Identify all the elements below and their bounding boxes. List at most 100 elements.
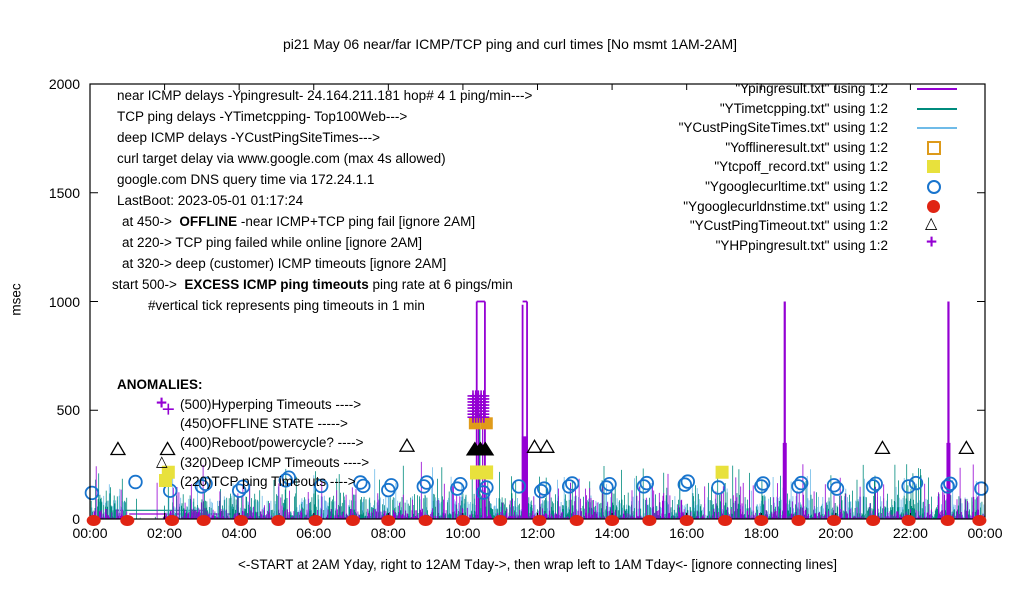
x-tick-label: 00:00 xyxy=(72,525,108,541)
legend-label: "YCustPingTimeout.txt" using 1:2 xyxy=(689,218,888,234)
dns-time-dot xyxy=(308,515,323,526)
dns-time-dot xyxy=(679,515,694,526)
curl-time-circle xyxy=(84,485,100,501)
curl-time-circle xyxy=(416,479,432,494)
x-tick-label: 22:00 xyxy=(892,525,928,541)
annotation-line: at 220-> TCP ping failed while online [i… xyxy=(122,235,423,250)
curl-time-circle xyxy=(636,479,652,494)
hyperping-plus xyxy=(162,403,174,415)
legend-label: "Ytcpoff_record.txt" using 1:2 xyxy=(714,159,888,175)
curl-time-circle xyxy=(755,476,771,491)
anomaly-label: (500)Hyperping Timeouts ----> xyxy=(180,397,362,412)
curl-time-circle xyxy=(565,476,580,491)
anomalies-heading: ANOMALIES: xyxy=(117,377,203,392)
dns-time-dot xyxy=(754,515,769,526)
curl-time-circle xyxy=(940,479,955,494)
y-tick-label: 0 xyxy=(72,511,80,527)
curl-time-circle xyxy=(128,474,143,490)
hyperping-plus xyxy=(478,390,490,402)
legend-label: "Ygooglecurldnstime.txt" using 1:2 xyxy=(683,198,888,214)
tcpoff-square xyxy=(715,465,729,479)
deep-timeout-triangle xyxy=(159,441,176,456)
legend-row: "YHPpingresult.txt" using 1:2 + xyxy=(0,231,1000,255)
curl-time-circle xyxy=(534,484,549,499)
dns-time-dot xyxy=(234,515,248,526)
curl-time-circle xyxy=(194,479,210,494)
annotation-line: at 450-> OFFLINE -near ICMP+TCP ping fai… xyxy=(122,214,476,229)
anomaly-label: (450)OFFLINE STATE -----> xyxy=(180,416,348,432)
deep-timeout-triangle xyxy=(109,441,127,456)
curl-time-circle xyxy=(356,478,371,494)
annotation-line: TCP ping delays -YTimetcpping- Top100Web… xyxy=(117,109,408,124)
dns-time-dot xyxy=(196,515,211,526)
legend-label: "YCustPingSiteTimes.txt" using 1:2 xyxy=(678,120,888,136)
annotation-line: near ICMP delays -Ypingresult- 24.164.21… xyxy=(117,88,533,103)
legend-row: "Ypingresult.txt" using 1:2 xyxy=(0,80,1000,98)
x-axis-label: <-START at 2AM Yday, right to 12AM Tday-… xyxy=(238,557,837,572)
curl-time-circle xyxy=(599,480,614,495)
curl-time-circle xyxy=(974,481,989,496)
legend-row: "Ygooglecurldnstime.txt" using 1:2 xyxy=(0,198,1000,216)
curl-time-circle xyxy=(479,480,494,495)
dns-time-dot xyxy=(605,515,620,526)
curl-time-circle xyxy=(868,476,883,492)
dns-time-dot xyxy=(827,515,841,526)
curl-time-circle xyxy=(677,477,693,492)
legend-row: "YCustPingTimeout.txt" using 1:2 △ xyxy=(0,215,1000,235)
plus-icon: + xyxy=(926,231,938,253)
filled-square-icon xyxy=(156,473,178,489)
no-icon xyxy=(156,434,178,450)
curl-time-circle xyxy=(680,474,696,489)
x-tick-label: 00:00 xyxy=(967,525,1003,541)
deep-timeout-cluster-triangle xyxy=(476,441,495,456)
y-tick-label: 2000 xyxy=(48,76,80,92)
legend-row: "YCustPingSiteTimes.txt" using 1:2 xyxy=(0,119,1000,137)
line-icon xyxy=(915,100,959,118)
open-triangle-icon: △ xyxy=(156,452,168,470)
anomaly-label: (400)Reboot/powercycle? ----> xyxy=(180,435,364,451)
y-tick-label: 500 xyxy=(56,402,80,419)
annotation-line: at 320-> deep (customer) ICMP timeouts [… xyxy=(122,256,447,271)
x-tick-label: 02:00 xyxy=(147,525,183,541)
dns-time-dot xyxy=(345,515,360,526)
curl-time-circle xyxy=(754,479,769,494)
curl-time-circle xyxy=(562,479,577,494)
no-icon xyxy=(156,415,178,431)
deep-timeout-triangle xyxy=(958,440,975,455)
curl-time-circle xyxy=(198,476,213,492)
filled-square-icon xyxy=(915,158,959,176)
curl-time-circle xyxy=(278,473,294,488)
dns-time-dot xyxy=(901,515,916,526)
y-tick-label: 1500 xyxy=(48,184,80,201)
legend-row: "Ytcpoff_record.txt" using 1:2 xyxy=(0,158,1000,176)
dns-time-dot xyxy=(791,515,806,526)
annotation-line: curl target delay via www.google.com (ma… xyxy=(117,151,446,166)
curl-time-circle xyxy=(794,475,809,491)
curl-time-circle xyxy=(829,481,845,496)
filled-circle-icon xyxy=(915,198,959,216)
dns-time-dot xyxy=(165,515,179,526)
open-circle-icon xyxy=(915,178,959,196)
anomaly-label: (320)Deep ICMP Timeouts ----> xyxy=(180,454,370,470)
dns-time-dot xyxy=(418,515,433,526)
curl-time-circle xyxy=(901,479,916,494)
tcpoff-cluster xyxy=(470,465,494,480)
dns-time-dot xyxy=(493,515,508,526)
legend-row: "Ygooglecurltime.txt" using 1:2 xyxy=(0,178,1000,196)
chart-title: pi21 May 06 near/far ICMP/TCP ping and c… xyxy=(282,36,738,52)
offline-square xyxy=(480,417,493,430)
legend-label: "Ypingresult.txt" using 1:2 xyxy=(735,81,888,96)
x-tick-label: 16:00 xyxy=(669,525,705,541)
curl-time-circle xyxy=(231,483,247,498)
dns-time-dot xyxy=(866,515,881,526)
annotation-line: start 500-> EXCESS ICMP ping timeouts pi… xyxy=(112,277,513,292)
legend-label: "Ygooglecurltime.txt" using 1:2 xyxy=(705,179,888,194)
open-triangle-icon: △ xyxy=(925,215,938,233)
dns-time-dot xyxy=(455,515,470,526)
y-tick-label: 1000 xyxy=(48,293,80,310)
annotation-line: #vertical tick represents ping timeouts … xyxy=(148,298,425,313)
dns-time-dot xyxy=(120,515,135,526)
legend-row: "Yofflineresult.txt" using 1:2 xyxy=(0,139,1000,157)
curl-time-circle xyxy=(384,478,399,493)
